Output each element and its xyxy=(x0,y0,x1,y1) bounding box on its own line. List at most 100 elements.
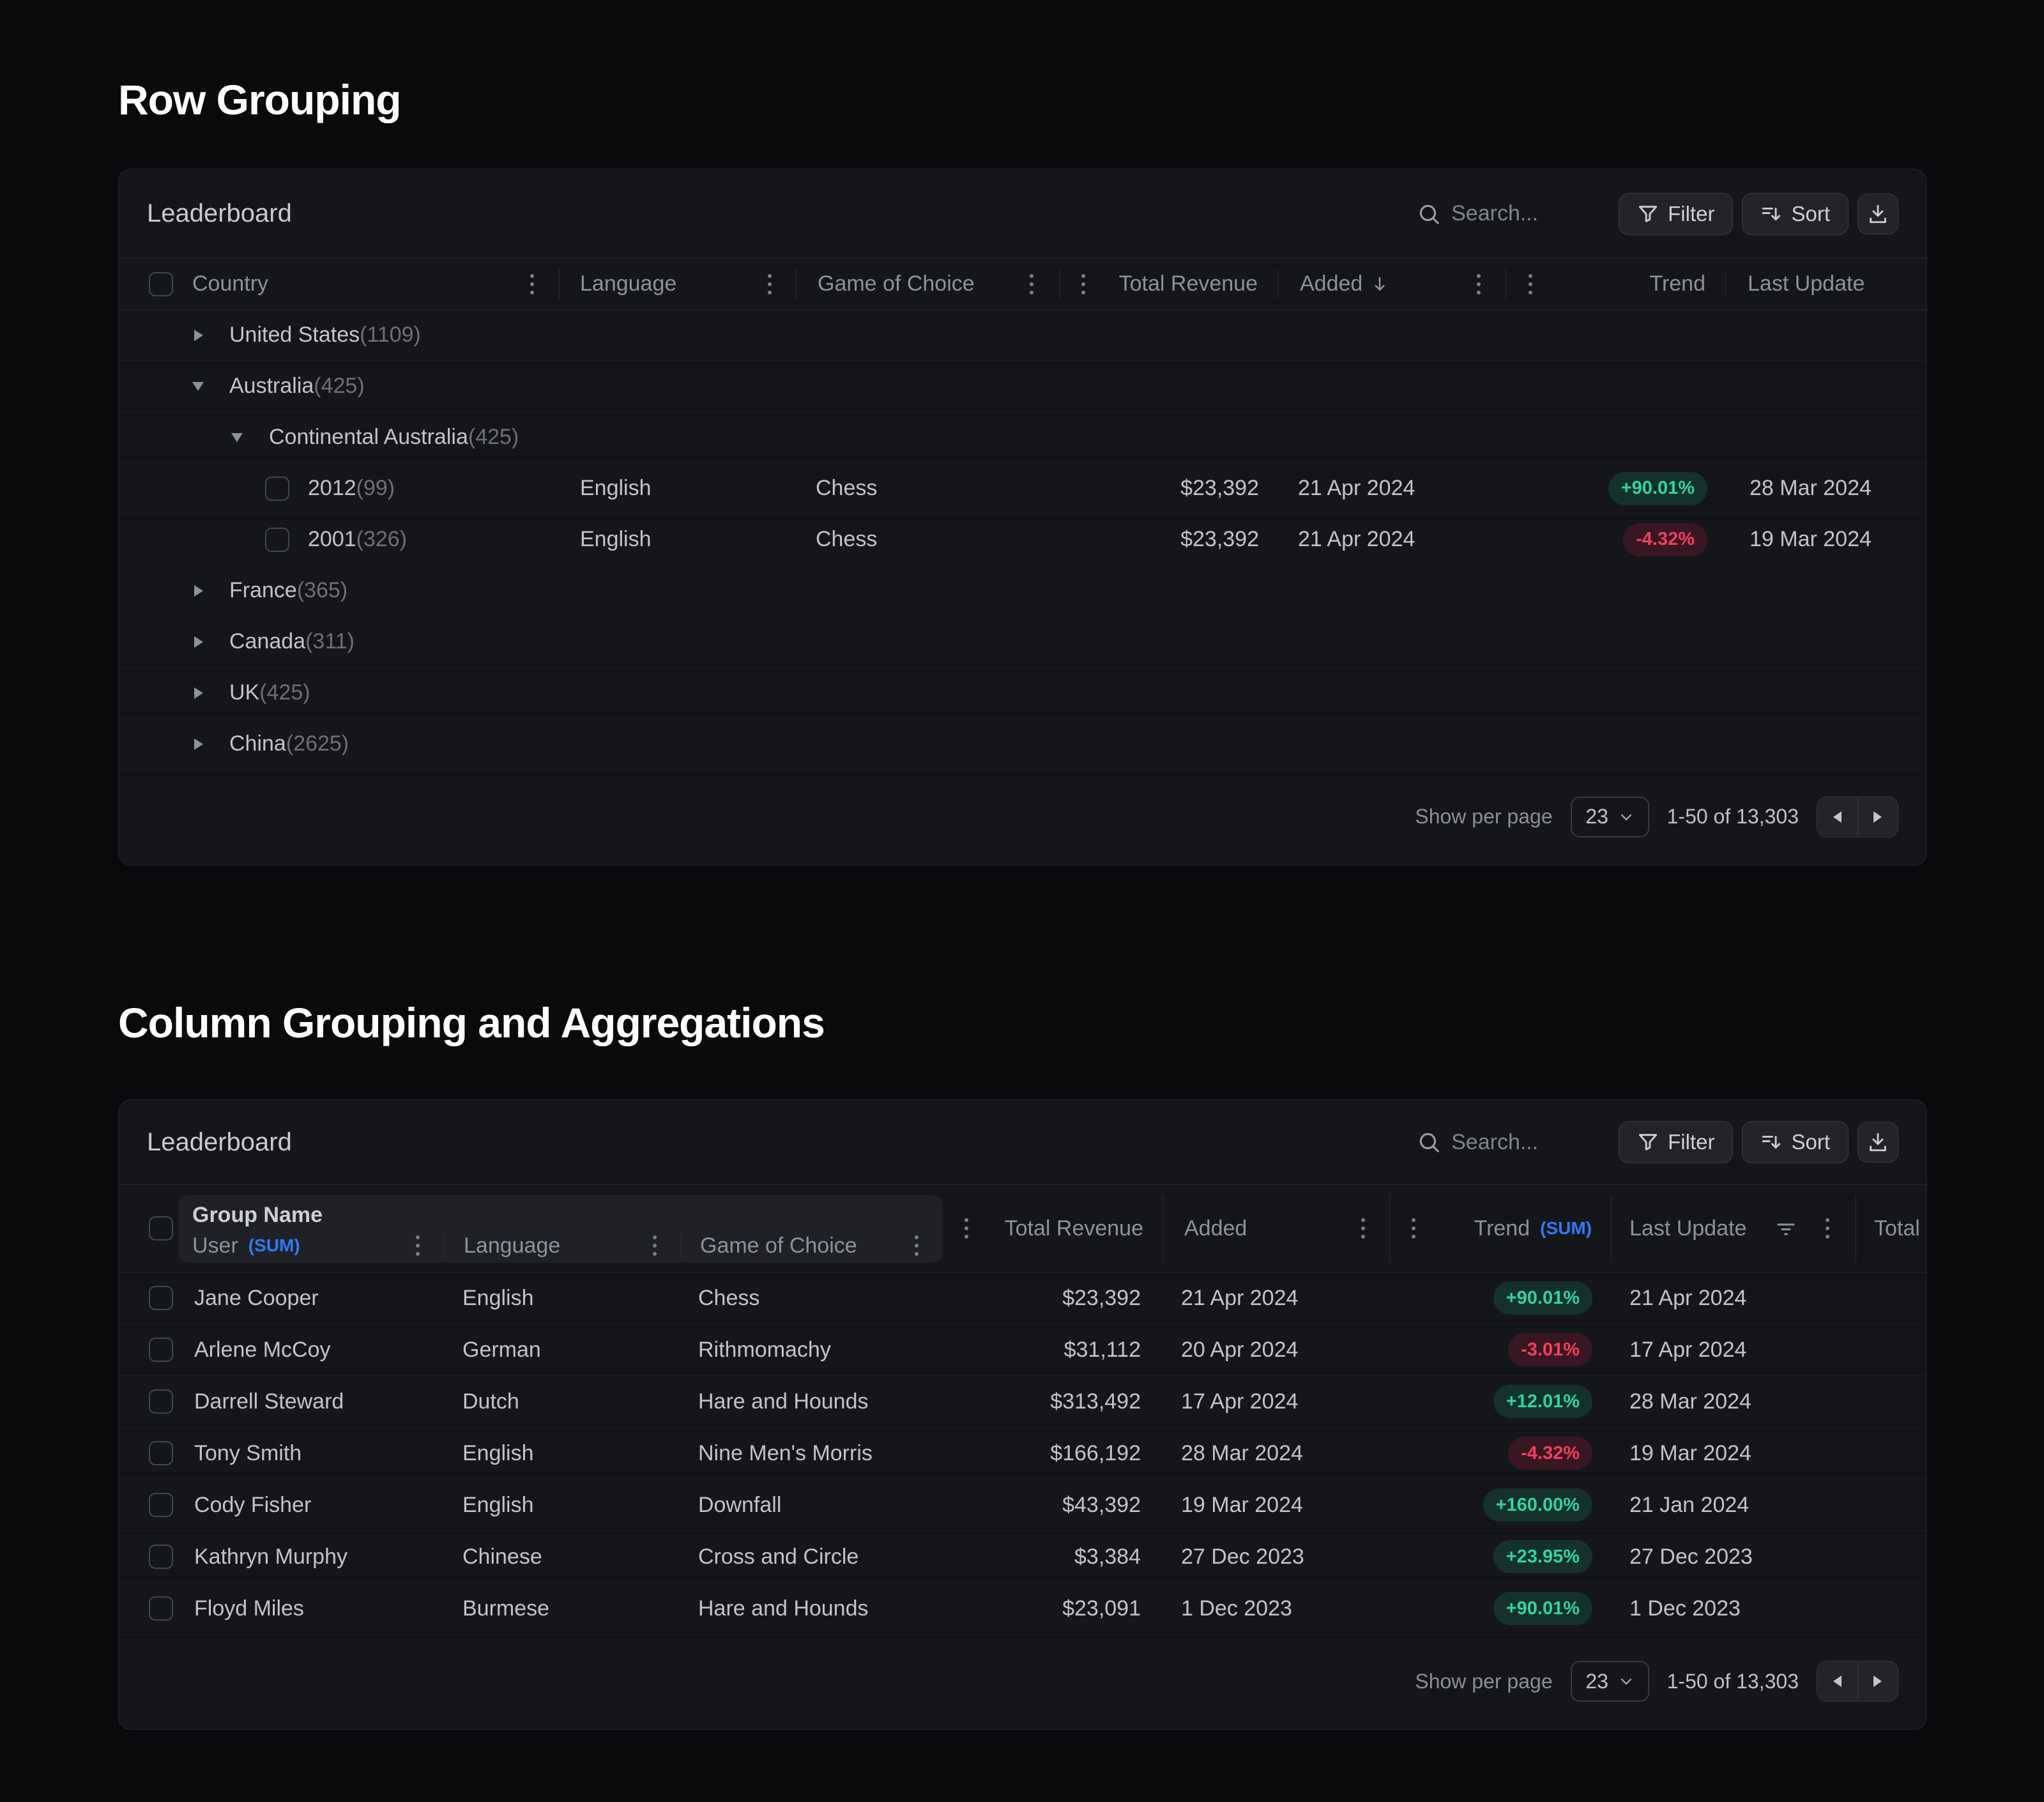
column-menu-icon[interactable] xyxy=(416,1235,420,1256)
table-row-jane-cooper[interactable]: Jane Cooper English Chess $23,392 21 Apr… xyxy=(119,1272,1926,1324)
cell-language: English xyxy=(462,1428,534,1479)
column-header-revenue[interactable]: Total Revenue xyxy=(988,1185,1143,1272)
column-menu-icon[interactable] xyxy=(1412,1218,1415,1239)
sort-button[interactable]: Sort xyxy=(1742,193,1849,235)
column-header-total[interactable]: Total xyxy=(1874,1185,1920,1272)
column-menu-icon[interactable] xyxy=(1826,1218,1829,1239)
table-row-darrell-steward[interactable]: Darrell Steward Dutch Hare and Hounds $3… xyxy=(119,1376,1926,1428)
column-menu-icon[interactable] xyxy=(530,274,534,294)
row-checkbox[interactable] xyxy=(265,528,289,552)
expand-icon[interactable] xyxy=(194,687,203,699)
row-checkbox[interactable] xyxy=(149,1338,173,1362)
search-input[interactable] xyxy=(1451,1130,1585,1155)
group-count: (365) xyxy=(297,578,347,603)
column-menu-icon[interactable] xyxy=(965,1218,968,1239)
table-row-arlene-mccoy[interactable]: Arlene McCoy German Rithmomachy $31,112 … xyxy=(119,1324,1926,1376)
pagination-bar: Show per page 23 1-50 of 13,303 xyxy=(119,1633,1926,1729)
column-header-trend[interactable]: Trend(SUM) xyxy=(1428,1185,1592,1272)
table-row-2012[interactable]: 2012(99) English Chess $23,392 21 Apr 20… xyxy=(119,463,1926,514)
cell-language: Chinese xyxy=(462,1531,542,1582)
group-row-continental-australia[interactable]: Continental Australia(425) xyxy=(119,412,1926,463)
search-box[interactable] xyxy=(1417,201,1585,226)
cell-added: 19 Mar 2024 xyxy=(1181,1479,1303,1531)
column-menu-icon[interactable] xyxy=(1529,274,1532,294)
group-row-australia[interactable]: Australia(425) xyxy=(119,361,1926,412)
column-header-trend[interactable]: Trend xyxy=(1607,259,1705,309)
trend-badge: +90.01% xyxy=(1493,1281,1592,1315)
show-per-page-label: Show per page xyxy=(1415,805,1552,828)
group-count: (2625) xyxy=(286,731,349,756)
filter-button[interactable]: Filter xyxy=(1619,193,1733,235)
column-header-added[interactable]: Added xyxy=(1184,1185,1247,1272)
row-checkbox[interactable] xyxy=(149,1545,173,1569)
group-count: (1109) xyxy=(360,323,421,347)
next-page-button[interactable] xyxy=(1857,797,1898,837)
expand-icon[interactable] xyxy=(194,330,203,341)
group-row-united-states[interactable]: United States(1109) xyxy=(119,310,1926,361)
group-row-china[interactable]: China(2625) xyxy=(119,719,1926,770)
prev-page-button[interactable] xyxy=(1817,797,1857,837)
search-input[interactable] xyxy=(1451,201,1585,226)
page-size-value: 23 xyxy=(1585,1670,1608,1693)
column-menu-icon[interactable] xyxy=(915,1235,919,1256)
collapse-icon[interactable] xyxy=(192,382,204,391)
group-name: UK xyxy=(229,680,259,705)
column-menu-icon[interactable] xyxy=(768,274,772,294)
table-row-kathryn-murphy[interactable]: Kathryn Murphy Chinese Cross and Circle … xyxy=(119,1531,1926,1583)
column-header-country[interactable]: Country xyxy=(192,259,268,309)
table-row-2001[interactable]: 2001(326) English Chess $23,392 21 Apr 2… xyxy=(119,514,1926,565)
search-box[interactable] xyxy=(1417,1130,1585,1155)
table-body: United States(1109) Australia(425) Conti… xyxy=(119,310,1926,770)
table-row-cody-fisher[interactable]: Cody Fisher English Downfall $43,392 19 … xyxy=(119,1479,1926,1531)
row-checkbox[interactable] xyxy=(265,477,289,501)
column-header-language[interactable]: Language xyxy=(464,1228,560,1263)
column-menu-icon[interactable] xyxy=(653,1235,657,1256)
row-checkbox[interactable] xyxy=(149,1441,173,1465)
row-checkbox[interactable] xyxy=(149,1389,173,1414)
cell-language: English xyxy=(462,1272,534,1324)
select-all-checkbox[interactable] xyxy=(149,1216,173,1241)
row-checkbox[interactable] xyxy=(149,1493,173,1517)
table-row-floyd-miles[interactable]: Floyd Miles Burmese Hare and Hounds $23,… xyxy=(119,1583,1926,1635)
column-menu-icon[interactable] xyxy=(1030,274,1033,294)
filter-applied-icon[interactable] xyxy=(1774,1217,1797,1240)
expand-icon[interactable] xyxy=(194,585,203,597)
column-header-last-update[interactable]: Last Update xyxy=(1748,259,1865,309)
page-size-select[interactable]: 23 xyxy=(1571,1661,1649,1702)
download-button[interactable] xyxy=(1857,194,1898,234)
table-row-tony-smith[interactable]: Tony Smith English Nine Men's Morris $16… xyxy=(119,1428,1926,1479)
cell-game: Hare and Hounds xyxy=(698,1583,869,1634)
group-row-canada[interactable]: Canada(311) xyxy=(119,616,1926,668)
next-page-button[interactable] xyxy=(1857,1661,1898,1701)
row-checkbox[interactable] xyxy=(149,1596,173,1621)
page-size-select[interactable]: 23 xyxy=(1571,797,1649,837)
column-header-game[interactable]: Game of Choice xyxy=(700,1228,857,1263)
collapse-icon[interactable] xyxy=(231,433,243,442)
prev-page-button[interactable] xyxy=(1817,1661,1857,1701)
column-header-row: Country Language Game of Choice Total Re… xyxy=(119,258,1926,310)
select-all-checkbox[interactable] xyxy=(149,272,173,296)
cell-last-update: 17 Apr 2024 xyxy=(1629,1324,1746,1375)
column-menu-icon[interactable] xyxy=(1361,1218,1365,1239)
column-header-user[interactable]: User(SUM) xyxy=(192,1228,300,1263)
column-header-added[interactable]: Added xyxy=(1300,259,1389,309)
column-header-revenue[interactable]: Total Revenue xyxy=(1096,259,1258,309)
cell-added: 17 Apr 2024 xyxy=(1181,1376,1298,1427)
group-row-france[interactable]: France(365) xyxy=(119,565,1926,616)
download-button[interactable] xyxy=(1857,1122,1898,1163)
sort-button[interactable]: Sort xyxy=(1742,1121,1849,1163)
expand-icon[interactable] xyxy=(194,738,203,750)
column-header-game[interactable]: Game of Choice xyxy=(818,259,975,309)
expand-icon[interactable] xyxy=(194,636,203,648)
group-row-uk[interactable]: UK(425) xyxy=(119,668,1926,719)
column-menu-icon[interactable] xyxy=(1081,274,1085,294)
column-divider xyxy=(1059,269,1060,299)
column-header-last-update[interactable]: Last Update xyxy=(1629,1185,1746,1272)
column-menu-icon[interactable] xyxy=(1477,274,1481,294)
row-checkbox[interactable] xyxy=(149,1286,173,1310)
filter-button-label: Filter xyxy=(1668,1130,1714,1154)
cell-user: Kathryn Murphy xyxy=(194,1531,347,1582)
filter-button[interactable]: Filter xyxy=(1619,1121,1733,1163)
filter-button-label: Filter xyxy=(1668,202,1714,226)
column-header-language[interactable]: Language xyxy=(580,259,676,309)
